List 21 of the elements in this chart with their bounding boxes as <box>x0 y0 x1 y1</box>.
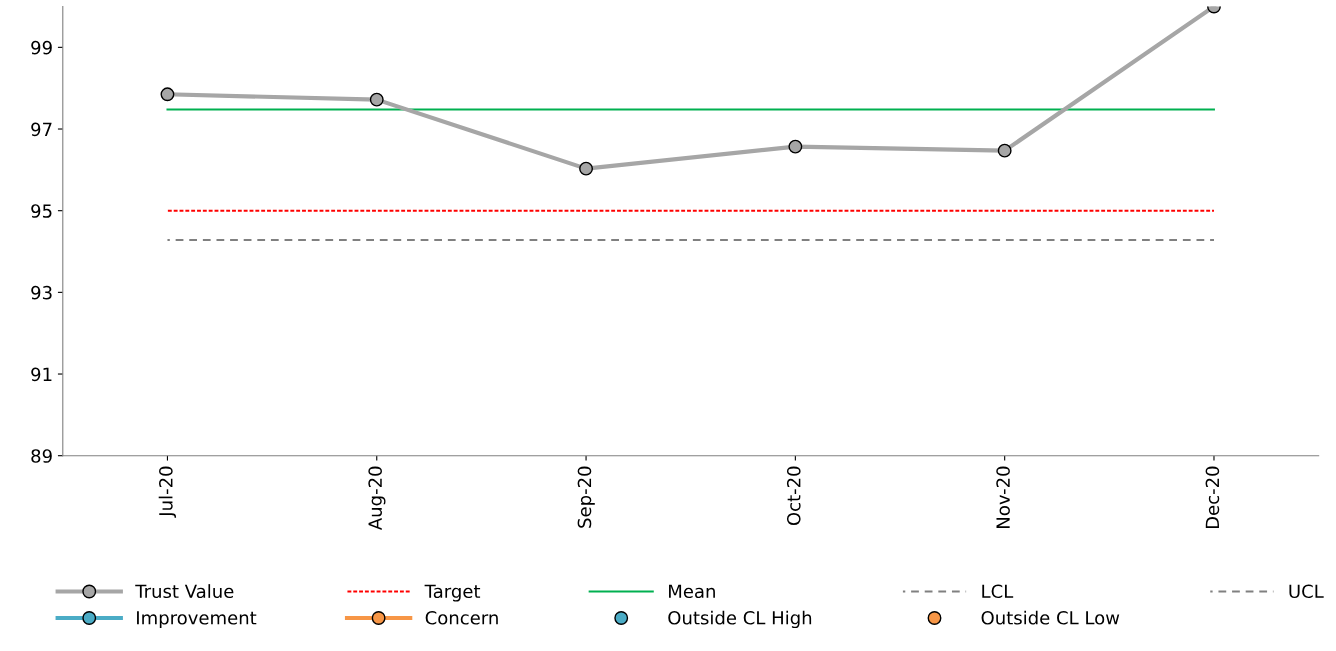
y-tick-label: 97 <box>31 122 52 137</box>
x-tick-label: Jul-20 <box>158 466 177 518</box>
legend-label: Mean <box>669 584 715 599</box>
x-tick-label: Aug-20 <box>368 466 386 531</box>
y-tick-label: 93 <box>31 285 52 300</box>
x-tick-label: Oct-20 <box>786 466 801 526</box>
y-tick-label: 99 <box>31 40 52 55</box>
legend-label: Improvement <box>137 611 257 629</box>
legend-label: Trust Value <box>135 584 234 599</box>
legend-label: Outside CL High <box>668 610 812 629</box>
x-tick-label: Dec-20 <box>1205 466 1220 529</box>
legend-label: LCL <box>982 584 1014 599</box>
legend-label: Target <box>424 584 481 602</box>
legend-label: Outside CL Low <box>981 610 1120 625</box>
x-tick-label: Sep-20 <box>577 466 595 528</box>
y-tick-label: 91 <box>31 367 52 382</box>
legend-label: UCL <box>1289 584 1324 599</box>
legend-label: Concern <box>425 610 498 625</box>
x-tick-label: Nov-20 <box>996 466 1010 528</box>
y-tick-label: 95 <box>31 204 52 218</box>
y-tick-label: 89 <box>31 449 52 463</box>
